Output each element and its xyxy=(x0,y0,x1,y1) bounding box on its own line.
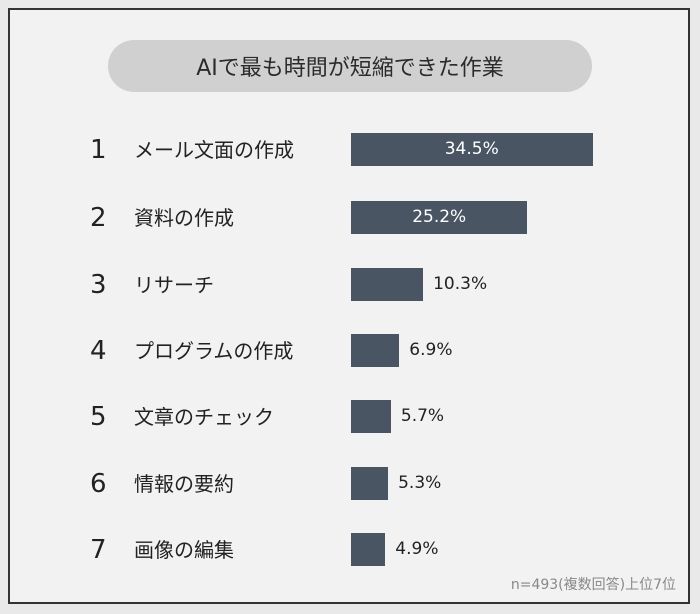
value-label: 4.9% xyxy=(395,539,439,559)
chart-title: AIで最も時間が短縮できた作業 xyxy=(108,40,592,92)
chart-frame xyxy=(8,8,690,604)
bar xyxy=(351,201,528,234)
rank-number: 4 xyxy=(90,336,107,366)
value-label: 10.3% xyxy=(433,274,488,294)
bar xyxy=(351,133,593,166)
rank-number: 7 xyxy=(90,535,107,565)
rank-number: 3 xyxy=(90,270,107,300)
bar-row: 6 情報の要約 5.3% xyxy=(0,467,700,501)
category-label: 資料の作成 xyxy=(134,206,234,230)
rank-number: 6 xyxy=(90,469,107,499)
bar xyxy=(351,400,391,433)
rank-number: 2 xyxy=(90,203,107,233)
category-label: 情報の要約 xyxy=(134,472,234,496)
category-label: リサーチ xyxy=(134,273,214,297)
category-label: 文章のチェック xyxy=(134,405,274,429)
bar-row: 4 プログラムの作成 6.9% xyxy=(0,334,700,368)
bar-row: 3 リサーチ 10.3% xyxy=(0,268,700,302)
value-label: 34.5% xyxy=(444,139,499,159)
bar xyxy=(351,533,386,566)
value-label: 5.3% xyxy=(398,473,442,493)
rank-number: 5 xyxy=(90,402,107,432)
rank-number: 1 xyxy=(90,135,107,165)
value-label: 25.2% xyxy=(412,207,467,227)
category-label: 画像の編集 xyxy=(134,538,234,562)
value-label: 6.9% xyxy=(409,340,453,360)
bar-row: 1 メール文面の作成 34.5% xyxy=(0,133,700,167)
category-label: プログラムの作成 xyxy=(134,339,294,363)
bar-row: 5 文章のチェック 5.7% xyxy=(0,400,700,434)
bar xyxy=(351,334,400,367)
bar-row: 2 資料の作成 25.2% xyxy=(0,201,700,235)
bar xyxy=(351,467,389,500)
bar-row: 7 画像の編集 4.9% xyxy=(0,533,700,567)
bar xyxy=(351,268,424,301)
sample-note: n=493(複数回答)上位7位 xyxy=(510,577,676,593)
value-label: 5.7% xyxy=(400,406,445,426)
category-label: メール文面の作成 xyxy=(134,138,294,162)
